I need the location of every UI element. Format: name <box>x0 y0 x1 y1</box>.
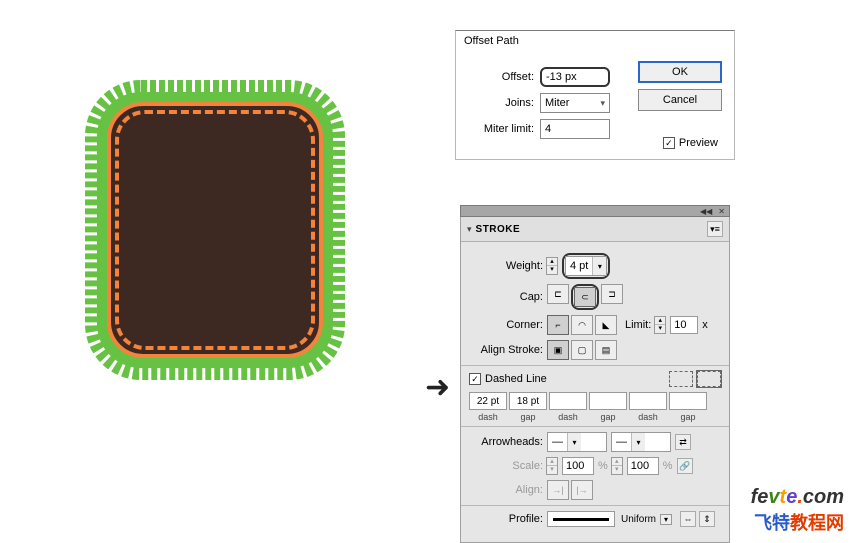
preview-checkbox[interactable] <box>663 137 675 149</box>
offset-path-dialog: Offset Path Offset: Joins: Miter ▾ Miter… <box>455 30 735 160</box>
cap-projecting-button[interactable]: ⊐ <box>601 284 623 304</box>
limit-suffix: x <box>702 319 708 331</box>
corner-round-button[interactable]: ◠ <box>571 315 593 335</box>
preview-label: Preview <box>679 137 718 149</box>
arrowhead-end-select[interactable]: —▾ <box>611 432 671 452</box>
arrowhead-start-select[interactable]: —▾ <box>547 432 607 452</box>
canvas-artwork <box>85 80 345 380</box>
align-center-button[interactable]: ▣ <box>547 340 569 360</box>
align-arrow-label: Align: <box>469 484 543 496</box>
panel-tab[interactable]: ▾ STROKE ▾≡ <box>461 217 729 242</box>
cap-label: Cap: <box>469 291 543 303</box>
align-arrow-tip[interactable]: |→ <box>571 480 593 500</box>
scale-b-stepper[interactable]: ▴▾ <box>611 457 623 475</box>
profile-swatch[interactable] <box>547 511 615 527</box>
weight-input[interactable]: 4 pt ▾ <box>565 256 607 276</box>
watermark-line1: fevte.com <box>751 486 844 509</box>
flip-across-icon[interactable]: ⇕ <box>699 511 715 527</box>
align-stroke-label: Align Stroke: <box>469 344 543 356</box>
corner-bevel-button[interactable]: ◣ <box>595 315 617 335</box>
percent-b: % <box>663 460 673 472</box>
offset-input[interactable] <box>540 67 610 87</box>
flip-along-icon[interactable]: ⇔ <box>680 511 696 527</box>
callout-arrow-icon: ➜ <box>425 370 450 405</box>
dash-mode-preserve[interactable] <box>669 371 693 387</box>
dash-mode-align[interactable] <box>697 371 721 387</box>
scale-b-input[interactable] <box>627 457 659 475</box>
joins-label: Joins: <box>466 97 534 109</box>
dash-cell-1: gap <box>509 392 547 422</box>
chevron-down-icon: ▾ <box>592 257 606 275</box>
dash-input-0[interactable] <box>469 392 507 410</box>
corner-miter-button[interactable]: ⌐ <box>547 315 569 335</box>
dashed-line-label: Dashed Line <box>485 373 547 385</box>
cap-butt-button[interactable]: ⊏ <box>547 284 569 304</box>
panel-menu-icon[interactable]: ▾≡ <box>707 221 723 237</box>
percent-a: % <box>598 460 608 472</box>
cancel-button[interactable]: Cancel <box>638 89 722 111</box>
dashed-line-checkbox[interactable] <box>469 373 481 385</box>
limit-label: Limit: <box>625 319 651 331</box>
dash-cell-0: dash <box>469 392 507 422</box>
dash-input-1[interactable] <box>509 392 547 410</box>
arrowheads-label: Arrowheads: <box>469 436 543 448</box>
dash-cell-5: gap <box>669 392 707 422</box>
stroke-panel: ➜ ◀◀ ✕ ▾ STROKE ▾≡ Weight: ▴▾ 4 pt ▾ Ca <box>460 205 730 543</box>
dash-cell-3: gap <box>589 392 627 422</box>
limit-input[interactable] <box>670 316 698 334</box>
watermark: fevte.com 飞特教程网 <box>751 486 844 535</box>
separator <box>461 505 729 506</box>
ok-button[interactable]: OK <box>638 61 722 83</box>
close-icon[interactable]: ✕ <box>718 207 725 216</box>
dash-cell-2: dash <box>549 392 587 422</box>
scale-a-stepper[interactable]: ▴▾ <box>546 457 558 475</box>
separator <box>461 365 729 366</box>
chevron-down-icon: ▾ <box>600 98 605 109</box>
dash-input-3[interactable] <box>589 392 627 410</box>
align-arrow-extend[interactable]: →| <box>547 480 569 500</box>
align-inside-button[interactable]: ▢ <box>571 340 593 360</box>
cap-round-button[interactable]: ⊂ <box>574 287 596 307</box>
scale-a-input[interactable] <box>562 457 594 475</box>
disclosure-triangle-icon: ▾ <box>467 224 472 235</box>
align-arrow-group: →| |→ <box>547 480 593 500</box>
collapse-icon[interactable]: ◀◀ <box>700 207 712 216</box>
joins-select[interactable]: Miter ▾ <box>540 93 610 113</box>
panel-tab-label: STROKE <box>476 224 521 235</box>
cap-button-group: ⊏ ⊂ ⊐ <box>547 284 623 310</box>
limit-stepper[interactable]: ▴▾ <box>654 316 666 334</box>
dashed-offset-path <box>115 110 315 350</box>
profile-dropdown-icon[interactable]: ▾ <box>660 514 672 525</box>
miter-limit-input[interactable] <box>540 119 610 139</box>
align-outside-button[interactable]: ▤ <box>595 340 617 360</box>
dash-input-5[interactable] <box>669 392 707 410</box>
separator <box>461 426 729 427</box>
miter-limit-label: Miter limit: <box>466 123 534 135</box>
offset-label: Offset: <box>466 71 534 83</box>
dash-input-2[interactable] <box>549 392 587 410</box>
dashed-values-grid: dash gap dash gap dash <box>469 392 721 422</box>
dash-align-mode <box>669 371 721 387</box>
link-scale-icon[interactable]: 🔗 <box>677 458 693 474</box>
dash-input-4[interactable] <box>629 392 667 410</box>
dash-cell-4: dash <box>629 392 667 422</box>
joins-value: Miter <box>545 97 569 109</box>
watermark-line2: 飞特教程网 <box>751 509 844 535</box>
corner-button-group: ⌐ ◠ ◣ <box>547 315 617 335</box>
swap-arrowheads-icon[interactable]: ⇄ <box>675 434 691 450</box>
profile-value: Uniform <box>621 514 656 525</box>
corner-label: Corner: <box>469 319 543 331</box>
weight-label: Weight: <box>469 260 543 272</box>
align-stroke-group: ▣ ▢ ▤ <box>547 340 617 360</box>
panel-topbar: ◀◀ ✕ <box>460 205 730 217</box>
weight-stepper[interactable]: ▴▾ <box>546 257 558 275</box>
scale-label: Scale: <box>469 460 543 472</box>
dialog-title: Offset Path <box>456 31 734 57</box>
profile-label: Profile: <box>469 513 543 525</box>
